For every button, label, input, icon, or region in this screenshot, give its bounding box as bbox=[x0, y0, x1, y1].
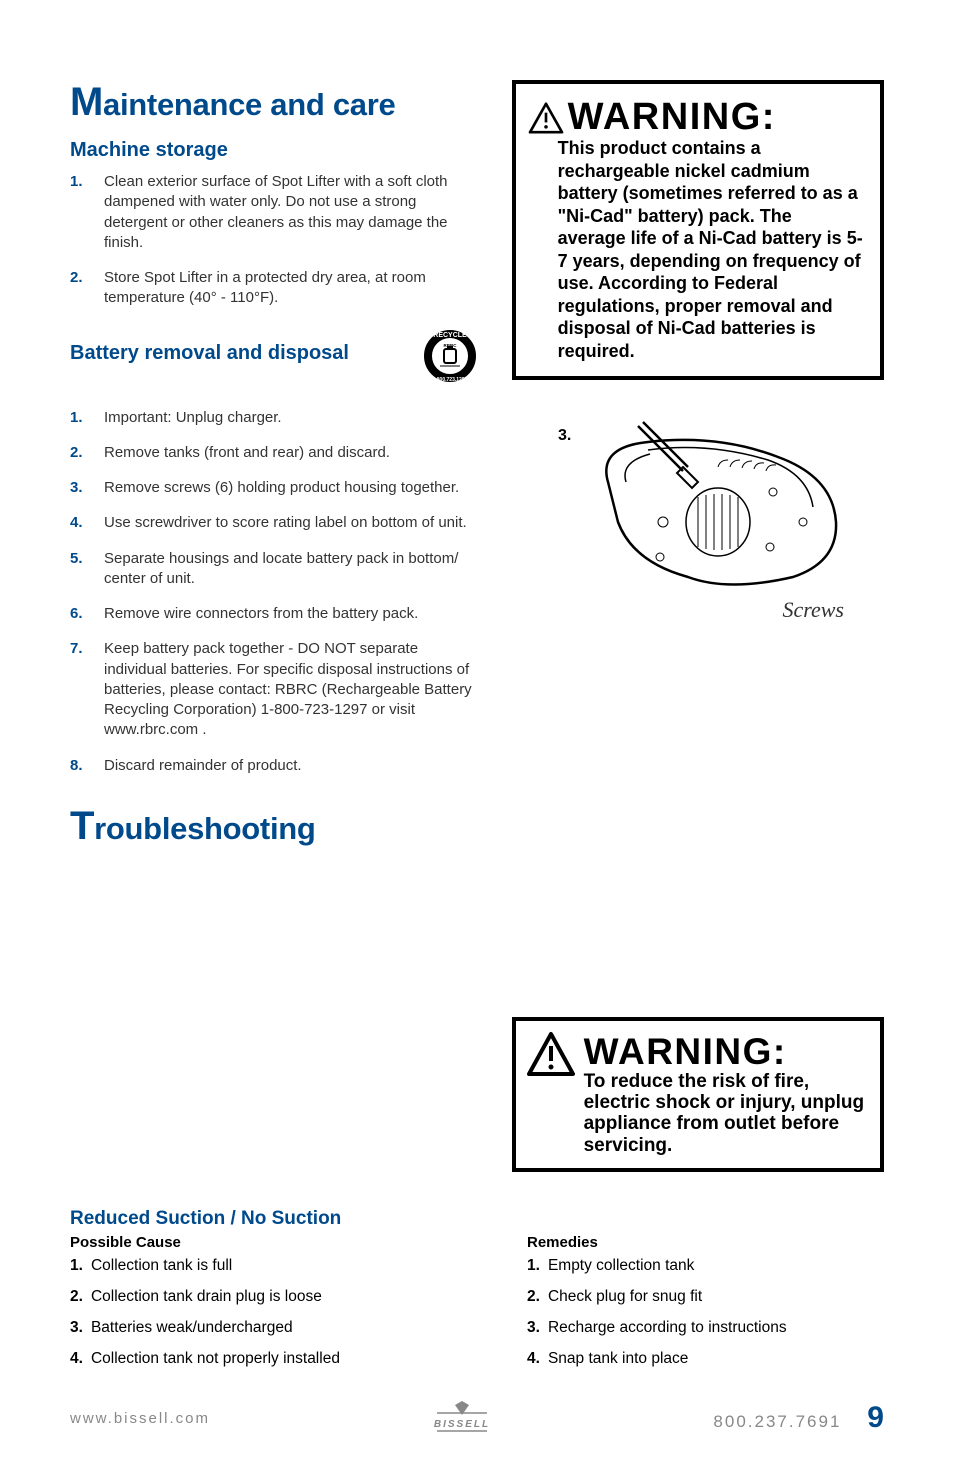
battery-list: 1.Important: Unplug charger. 2.Remove ta… bbox=[70, 408, 482, 776]
cause-label: Possible Cause bbox=[70, 1234, 427, 1251]
footer-url: www.bissell.com bbox=[70, 1410, 210, 1427]
remedies-list: 1.Empty collection tank 2.Check plug for… bbox=[527, 1257, 884, 1368]
storage-list: 1.Clean exterior surface of Spot Lifter … bbox=[70, 172, 482, 309]
warning-box-1: WARNING: This product contains a recharg… bbox=[512, 80, 884, 380]
footer-right: 800.237.7691 9 bbox=[713, 1401, 884, 1435]
page-footer: www.bissell.com BISSELL 800.237.7691 9 bbox=[70, 1401, 884, 1435]
svg-text:Ni-Cd: Ni-Cd bbox=[443, 367, 456, 373]
diagram: 3. bbox=[512, 412, 884, 623]
troubleshooting-heading: Troubleshooting bbox=[70, 804, 482, 849]
svg-text:1.800.723.1297: 1.800.723.1297 bbox=[432, 377, 467, 383]
recycle-icon: RECYCLE RBRC Ni-Cd 1.800.723.1297 bbox=[418, 324, 482, 388]
warning-icon bbox=[526, 1031, 576, 1077]
section-heading: Maintenance and care bbox=[70, 80, 482, 125]
svg-text:3.: 3. bbox=[558, 427, 571, 444]
svg-text:BISSELL: BISSELL bbox=[434, 1419, 490, 1430]
remedy-label: Remedies bbox=[527, 1234, 884, 1251]
svg-text:RECYCLE: RECYCLE bbox=[433, 332, 467, 339]
battery-title: Battery removal and disposal bbox=[70, 342, 349, 365]
warning-icon bbox=[528, 102, 564, 134]
diagram-label: Screws bbox=[512, 597, 884, 623]
storage-title: Machine storage bbox=[70, 139, 482, 162]
causes-list: 1.Collection tank is full 2.Collection t… bbox=[70, 1257, 427, 1368]
trouble-section-title: Reduced Suction / No Suction bbox=[70, 1208, 884, 1230]
brand-logo-icon: BISSELL bbox=[427, 1401, 497, 1435]
warning-box-2: WARNING: To reduce the risk of fire, ele… bbox=[512, 1017, 884, 1172]
